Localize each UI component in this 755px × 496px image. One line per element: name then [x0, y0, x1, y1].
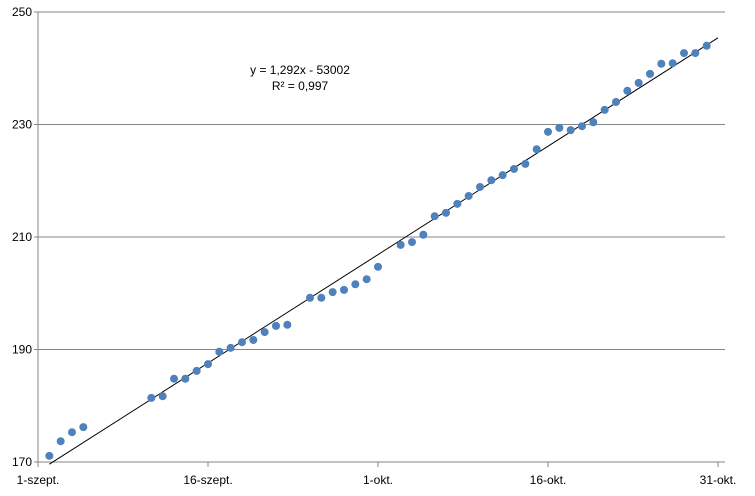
- data-point: [521, 159, 530, 168]
- data-point: [249, 335, 258, 344]
- data-point: [691, 49, 700, 58]
- x-tick-label: 16-okt.: [530, 473, 567, 487]
- data-point: [623, 86, 632, 95]
- data-point: [498, 171, 507, 180]
- data-point: [668, 59, 677, 68]
- data-point: [487, 176, 496, 185]
- data-point: [226, 343, 235, 352]
- x-tick-label: 16-szept.: [183, 473, 232, 487]
- data-point: [79, 423, 88, 432]
- data-point: [260, 328, 269, 337]
- data-point: [317, 293, 326, 302]
- y-tick-label: 190: [12, 343, 32, 357]
- data-point: [272, 321, 280, 330]
- data-point: [374, 262, 382, 271]
- x-tick-label: 31-okt.: [700, 473, 737, 487]
- data-point: [634, 78, 643, 87]
- data-point: [362, 275, 371, 284]
- data-point: [680, 49, 688, 58]
- data-point: [68, 428, 76, 437]
- data-point: [408, 238, 416, 247]
- x-tick-label: 1-szept.: [17, 473, 60, 487]
- data-point: [589, 118, 598, 127]
- data-point: [555, 123, 564, 132]
- data-point: [56, 437, 65, 446]
- data-point: [158, 392, 167, 401]
- data-point: [702, 41, 711, 50]
- y-tick-label: 170: [12, 455, 32, 469]
- data-point: [238, 338, 246, 347]
- data-point: [396, 240, 405, 249]
- data-point: [306, 293, 314, 302]
- x-tick-label: 1-okt.: [363, 473, 393, 487]
- data-point: [442, 208, 450, 217]
- data-point: [192, 366, 201, 375]
- data-point: [340, 285, 348, 294]
- data-point: [283, 320, 292, 329]
- data-point: [45, 451, 54, 460]
- data-point: [147, 393, 156, 402]
- data-point: [430, 212, 439, 221]
- data-point: [464, 191, 473, 200]
- y-tick-label: 250: [12, 5, 32, 19]
- data-point: [476, 182, 484, 191]
- data-point: [351, 280, 360, 289]
- data-point: [646, 69, 654, 78]
- data-point: [578, 122, 586, 131]
- data-point: [657, 59, 666, 68]
- y-tick-label: 210: [12, 230, 32, 244]
- data-point: [453, 199, 462, 208]
- data-point: [544, 127, 552, 136]
- data-point: [204, 360, 212, 369]
- data-point: [170, 374, 178, 383]
- data-point: [612, 98, 620, 106]
- data-point: [600, 105, 609, 114]
- y-tick-label: 230: [12, 118, 32, 132]
- data-point: [419, 230, 428, 239]
- data-point: [328, 288, 337, 297]
- data-point: [510, 164, 518, 173]
- data-point: [181, 374, 190, 383]
- data-point: [566, 126, 575, 135]
- data-point: [215, 347, 224, 356]
- r-squared: R² = 0,997: [272, 79, 329, 93]
- data-point: [532, 145, 541, 154]
- trendline-equation: y = 1,292x - 53002: [250, 63, 350, 77]
